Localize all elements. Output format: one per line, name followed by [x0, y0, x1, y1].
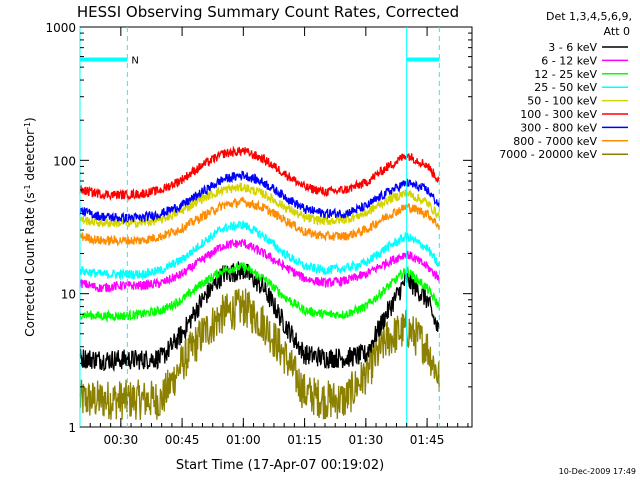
legend-label: 3 - 6 keV	[548, 41, 597, 54]
night-bar-label: N	[131, 56, 138, 67]
legend-label: 800 - 7000 keV	[513, 135, 597, 148]
legend-label: 50 - 100 keV	[527, 95, 597, 108]
legend-label: 6 - 12 keV	[541, 54, 597, 67]
y-tick-label: 100	[53, 154, 76, 168]
x-tick-label: 01:15	[287, 433, 322, 447]
series-line	[79, 261, 440, 373]
series-line	[79, 288, 440, 420]
legend-label: 100 - 300 keV	[520, 108, 597, 121]
legend-header-attenuator: Att 0	[604, 25, 630, 38]
legend-label: 7000 - 20000 keV	[499, 148, 597, 161]
y-axis-label-exp2: -1	[23, 122, 32, 130]
legend-label: 300 - 800 keV	[520, 121, 597, 134]
y-tick-label: 10	[61, 288, 76, 302]
axis-layer: 1 10 100 1000 00:30 00:45 01:00 01:15 01:30 01:45	[45, 21, 472, 447]
series-line	[79, 182, 440, 229]
x-tick-label: 01:45	[410, 433, 445, 447]
legend-label: 25 - 50 keV	[534, 81, 597, 94]
legend-header-detectors: Det 1,3,4,5,6,9,	[546, 10, 632, 23]
series-line	[79, 220, 440, 281]
series-line	[79, 145, 440, 202]
y-tick-label: 1	[68, 421, 76, 435]
chart-title: HESSI Observing Summary Count Rates, Cor…	[77, 3, 459, 21]
footer-date: 10-Dec-2009 17:49	[559, 467, 636, 476]
y-axis-label: Corrected Count Rate (s-1 detector-1)	[23, 117, 38, 336]
series-line	[79, 238, 440, 293]
x-axis-label: Start Time (17-Apr-07 00:19:02)	[176, 458, 384, 473]
annotation-layer: N	[79, 27, 440, 427]
legend-label: 12 - 25 keV	[534, 68, 597, 81]
series-line	[79, 196, 440, 247]
series-line	[79, 262, 440, 324]
y-tick-label: 1000	[45, 21, 76, 35]
x-tick-label: 00:30	[104, 433, 139, 447]
series-layer	[79, 145, 440, 420]
x-tick-label: 00:45	[165, 433, 200, 447]
x-tick-label: 01:30	[349, 433, 384, 447]
x-tick-label: 01:00	[226, 433, 261, 447]
y-axis-label-exp1: -1	[23, 184, 32, 192]
series-line	[79, 170, 440, 225]
